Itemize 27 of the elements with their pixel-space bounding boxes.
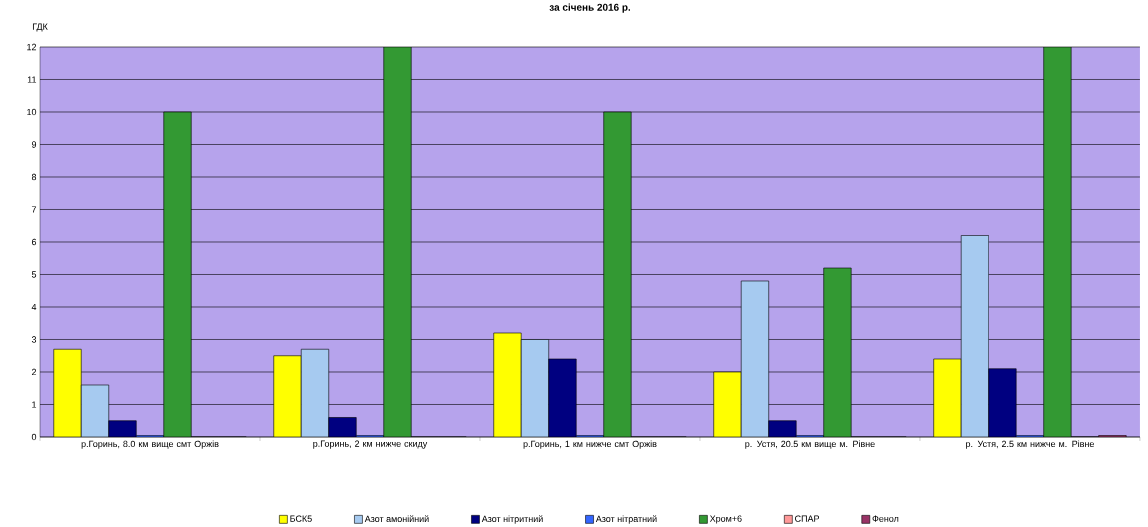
legend-label: Азот нітритний — [481, 515, 543, 524]
x-tick-label: р.Горинь, 8.0 км вище смт Оржів — [81, 440, 219, 449]
y-tick-label: 11 — [27, 76, 37, 83]
y-tick-label: 6 — [31, 238, 37, 245]
y-tick-label: 10 — [27, 108, 37, 115]
legend-label: Хром+6 — [709, 515, 742, 524]
y-tick-label: 2 — [31, 368, 37, 375]
y-tick-label: 1 — [32, 401, 37, 408]
legend-label: Азот нітратний — [595, 515, 657, 524]
y-axis-title: ГДК — [32, 23, 48, 32]
y-tick-label: 4 — [31, 303, 37, 310]
legend-label: Азот амонійний — [364, 515, 429, 522]
x-tick-label: р.Горинь, 1 км нижче смт Оржів — [523, 440, 657, 449]
chart-title: за січень 2016 р. — [549, 3, 631, 13]
legend-label: СПАР — [795, 515, 820, 522]
legend-label: БСК5 — [290, 515, 312, 522]
y-tick-label: 8 — [31, 173, 37, 180]
y-tick-label: 3 — [31, 336, 37, 343]
legend-label: Фенол — [872, 515, 899, 522]
x-tick-label: р. Устя, 2.5 км нижче м. Рівне — [966, 440, 1094, 449]
y-tick-label: 9 — [31, 141, 37, 148]
y-tick-label: 0 — [31, 433, 37, 440]
x-tick-label: р. Устя, 20.5 км вище м. Рівне — [745, 440, 875, 449]
x-tick-label: р.Горинь, 2 км нижче скиду — [313, 440, 428, 449]
y-tick-label: 7 — [31, 206, 37, 213]
y-tick-label: 12 — [27, 43, 37, 50]
y-tick-label: 5 — [31, 271, 37, 278]
